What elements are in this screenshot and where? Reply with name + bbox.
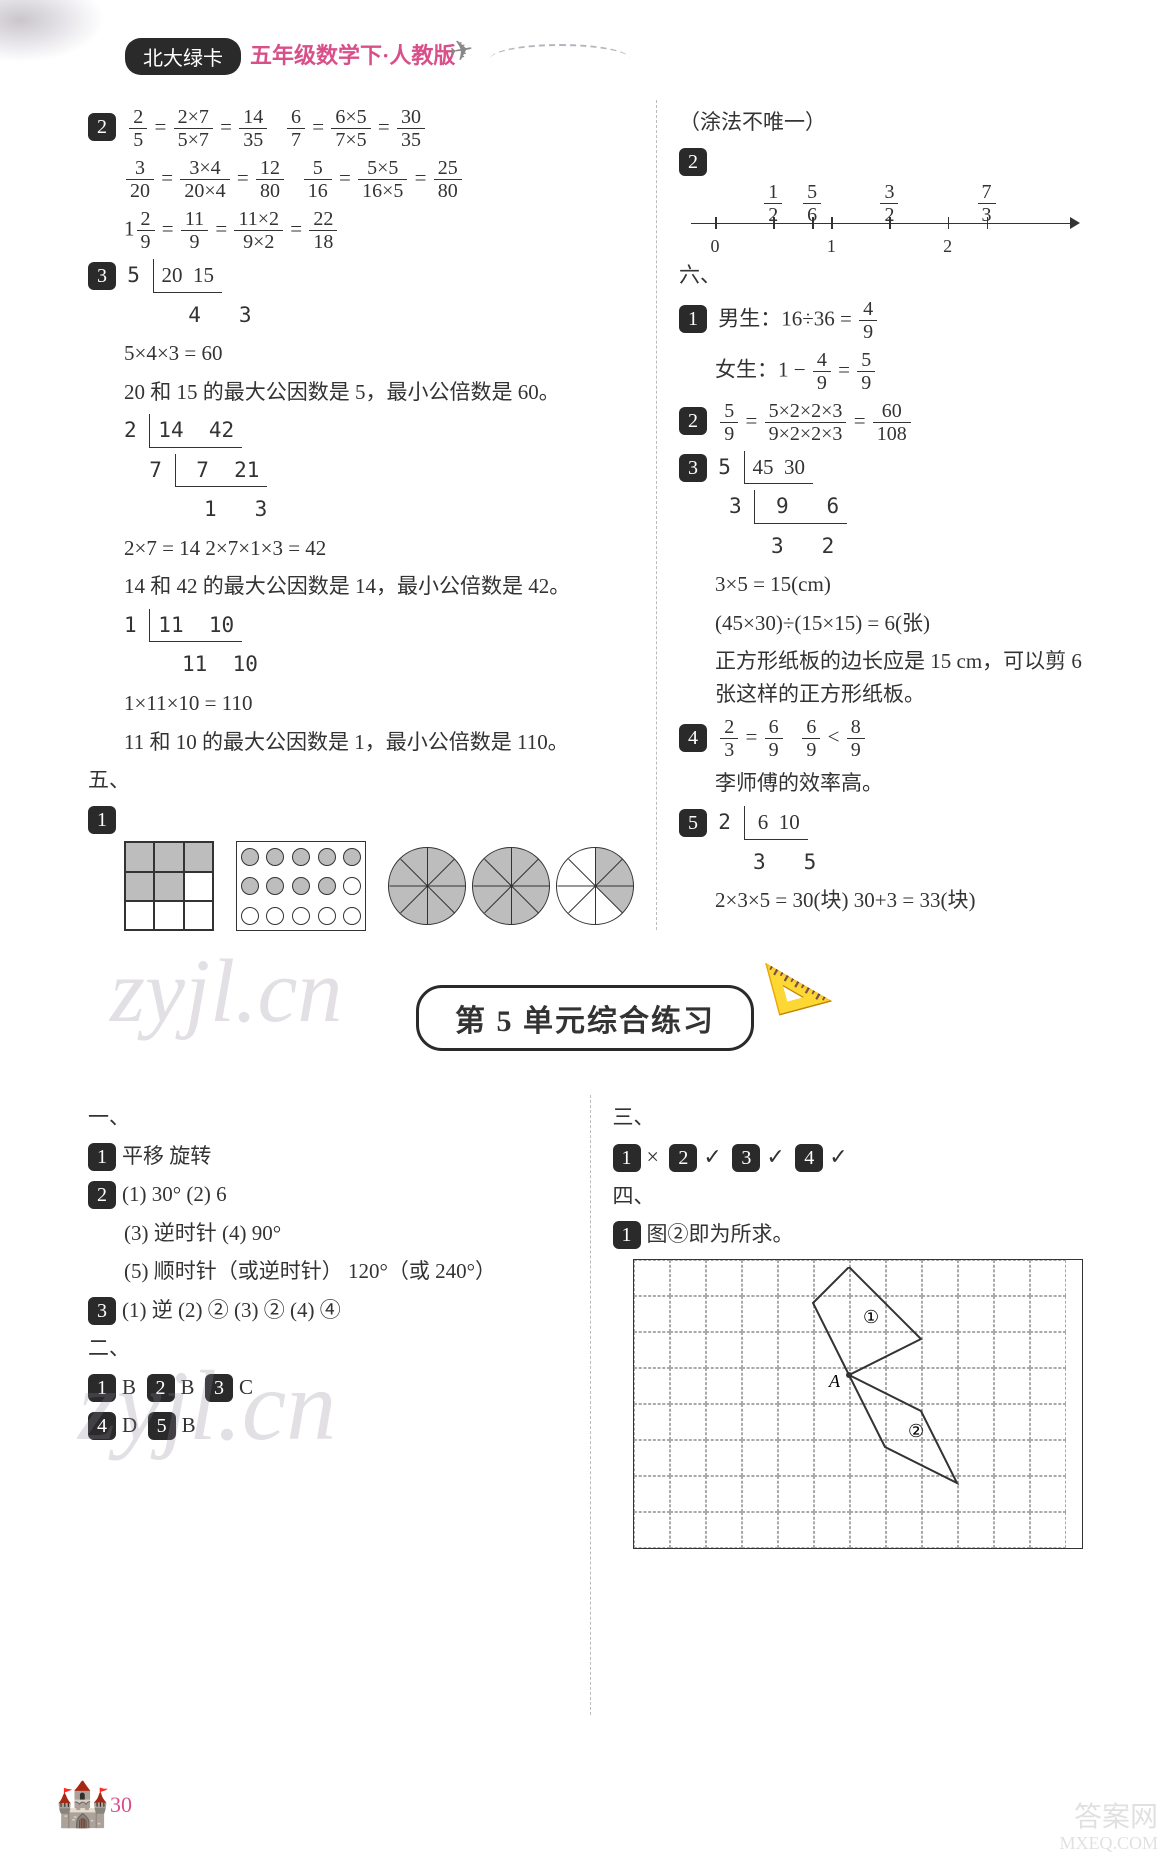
ll-b4: 4	[88, 1412, 116, 1440]
ll-q1t: 平移 旋转	[122, 1144, 211, 1168]
number-line: 0 1 2 12 56 32 73	[691, 183, 1092, 253]
section-6: 六、	[679, 259, 1092, 292]
column-divider-upper	[656, 100, 657, 930]
corner-wm-2: MXEQ.COM	[1059, 1834, 1158, 1854]
svg-text:A: A	[828, 1371, 841, 1391]
lr-j2: 2	[669, 1144, 697, 1172]
q3-line-1b: 20 和 15 的最大公因数是 5，最小公倍数是 60。	[88, 376, 634, 409]
col-left-lower: 一、 1平移 旋转 2(1) 30° (2) 6 (3) 逆时针 (4) 90°…	[70, 1095, 586, 1715]
s6-q4: 4	[679, 724, 707, 752]
section-5: 五、	[88, 764, 634, 797]
lr-j1t: ×	[647, 1144, 659, 1169]
lr-j4: 4	[795, 1144, 823, 1172]
svg-text:①: ①	[863, 1307, 879, 1327]
ll-s1: 一、	[88, 1101, 568, 1134]
lr-s4: 四、	[613, 1180, 1093, 1213]
lr-s3: 三、	[613, 1101, 1093, 1134]
ll-b5: 5	[148, 1412, 176, 1440]
q2-marker: 2	[88, 113, 116, 141]
svg-text:②: ②	[908, 1421, 924, 1441]
col-right-upper: （涂法不唯一） 2 0 1 2 12 56 32 73 六、 1 男生：16÷3…	[661, 100, 1110, 930]
s6-q3c: 正方形纸板的边长应是 15 cm，可以剪 6 张这样的正方形纸板。	[679, 645, 1092, 710]
lr-j4t: ✓	[829, 1144, 847, 1169]
s5-q1: 1	[88, 806, 116, 834]
grid-3x3	[124, 841, 214, 931]
lr-q1: 1	[613, 1221, 641, 1249]
col-left-upper: 2 25 = 2×75×7 = 1435 67 = 6×57×5 = 3035 …	[70, 100, 652, 930]
lr-j3: 3	[732, 1144, 760, 1172]
q3-line-1a: 5×4×3 = 60	[88, 337, 634, 370]
ll-b1t: B	[122, 1375, 136, 1399]
s6-q3: 3	[679, 454, 707, 482]
ll-b3t: C	[239, 1375, 253, 1399]
dots-box	[236, 841, 366, 931]
shapes-row	[124, 841, 634, 931]
tools-icon: 📐	[761, 946, 836, 1019]
s6-q3b: (45×30)÷(15×15) = 6(张)	[679, 607, 1092, 640]
grid-shapes-svg: ① ② A	[633, 1267, 1083, 1557]
ll-q2: 2	[88, 1181, 116, 1209]
ll-b5t: B	[182, 1413, 196, 1437]
s6-q5a: 2×3×5 = 30(块) 30+3 = 33(块)	[679, 884, 1092, 917]
q3-marker: 3	[88, 262, 116, 290]
page-number: 30	[110, 1792, 132, 1818]
dash-decor	[490, 44, 630, 74]
corner-watermark: 答案网 MXEQ.COM	[1059, 1803, 1158, 1854]
s6-q1: 1	[679, 305, 707, 333]
q3-line-2a: 2×7 = 14 2×7×1×3 = 42	[88, 532, 634, 565]
watermark-1: zyjl.cn	[110, 940, 342, 1043]
column-divider-lower	[590, 1095, 591, 1715]
ll-q2c: (5) 顺时针（或逆时针） 120°（或 240°）	[88, 1255, 568, 1288]
ll-q3t: (1) 逆 (2) ② (3) ② (4) ④	[122, 1298, 341, 1322]
unit5-title: 第 5 单元综合练习	[416, 985, 754, 1051]
corner-wm-1: 答案网	[1059, 1803, 1158, 1834]
lr-j2t: ✓	[703, 1144, 721, 1169]
q3-line-2b: 14 和 42 的最大公因数是 14，最小公倍数是 42。	[88, 570, 634, 603]
ll-b2t: B	[181, 1375, 195, 1399]
note-coloring: （涂法不唯一）	[679, 106, 1092, 139]
paper-plane-icon: ✈	[447, 32, 476, 70]
book-title: 五年级数学下·人教版	[250, 38, 455, 70]
s6-q4b: 李师傅的效率高。	[679, 767, 1092, 800]
s6-q2: 2	[679, 407, 707, 435]
ll-b1: 1	[88, 1374, 116, 1402]
pie-row	[388, 847, 634, 925]
ll-s2: 二、	[88, 1332, 568, 1365]
q3-line-3a: 1×11×10 = 110	[88, 687, 634, 720]
ll-q1: 1	[88, 1143, 116, 1171]
s6-q3a: 3×5 = 15(cm)	[679, 568, 1092, 601]
lr-j3t: ✓	[766, 1144, 784, 1169]
ll-q2a: (1) 30° (2) 6	[122, 1182, 227, 1206]
ll-b3: 3	[205, 1374, 233, 1402]
series-pill: 北大绿卡	[125, 38, 241, 75]
col-right-lower: 三、 1× 2✓ 3✓ 4✓ 四、 1图②即为所求。 ①	[595, 1095, 1111, 1715]
ll-q2b: (3) 逆时针 (4) 90°	[88, 1217, 568, 1250]
ll-q3: 3	[88, 1297, 116, 1325]
r-q2: 2	[679, 148, 707, 176]
lr-j1: 1	[613, 1144, 641, 1172]
s6-q5: 5	[679, 809, 707, 837]
ll-b4t: D	[122, 1413, 137, 1437]
castle-icon: 🏰	[55, 1778, 110, 1830]
q3-line-3b: 11 和 10 的最大公因数是 1，最小公倍数是 110。	[88, 726, 634, 759]
lr-q1t: 图②即为所求。	[647, 1222, 794, 1246]
ll-b2: 2	[147, 1374, 175, 1402]
